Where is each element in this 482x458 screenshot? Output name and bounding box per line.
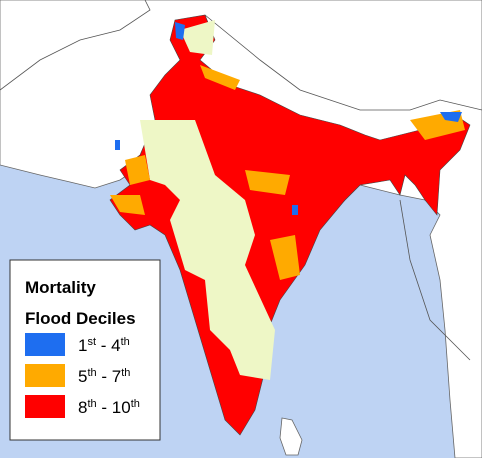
border (204, 14, 482, 111)
low-risk-area (180, 20, 215, 55)
label-superscript: th (131, 398, 140, 410)
low-patches (115, 22, 462, 215)
label-text: - 4 (96, 336, 121, 355)
label-superscript: th (121, 367, 130, 379)
patch (245, 170, 290, 195)
legend-label: 1st - 4th (78, 336, 130, 355)
border (399, 199, 471, 361)
border (0, 0, 151, 91)
patch (110, 195, 145, 215)
label-text: - 10 (97, 398, 131, 417)
patch (115, 140, 120, 150)
legend-swatch (25, 364, 65, 387)
patch (440, 112, 462, 122)
label-text: 8 (78, 398, 87, 417)
label-superscript: th (87, 398, 96, 410)
patch (175, 22, 185, 40)
patch (292, 205, 298, 215)
label-text: 1 (78, 336, 87, 355)
legend-swatch (25, 333, 65, 356)
india (109, 14, 471, 436)
legend-label: 8th - 10th (78, 398, 140, 417)
legend-subtitle: Flood Deciles (25, 309, 136, 328)
patch (125, 155, 150, 185)
patch (270, 235, 300, 280)
label-superscript: st (87, 336, 96, 348)
low-risk-area (140, 120, 275, 380)
patch (200, 65, 240, 90)
sri-lanka (279, 417, 303, 456)
label-text: 5 (78, 367, 87, 386)
label-text: - 7 (97, 367, 122, 386)
legend-title: Mortality (25, 278, 96, 297)
legend-swatch (25, 395, 65, 418)
legend-label: 5th - 7th (78, 367, 130, 386)
label-superscript: th (121, 336, 130, 348)
label-superscript: th (87, 367, 96, 379)
